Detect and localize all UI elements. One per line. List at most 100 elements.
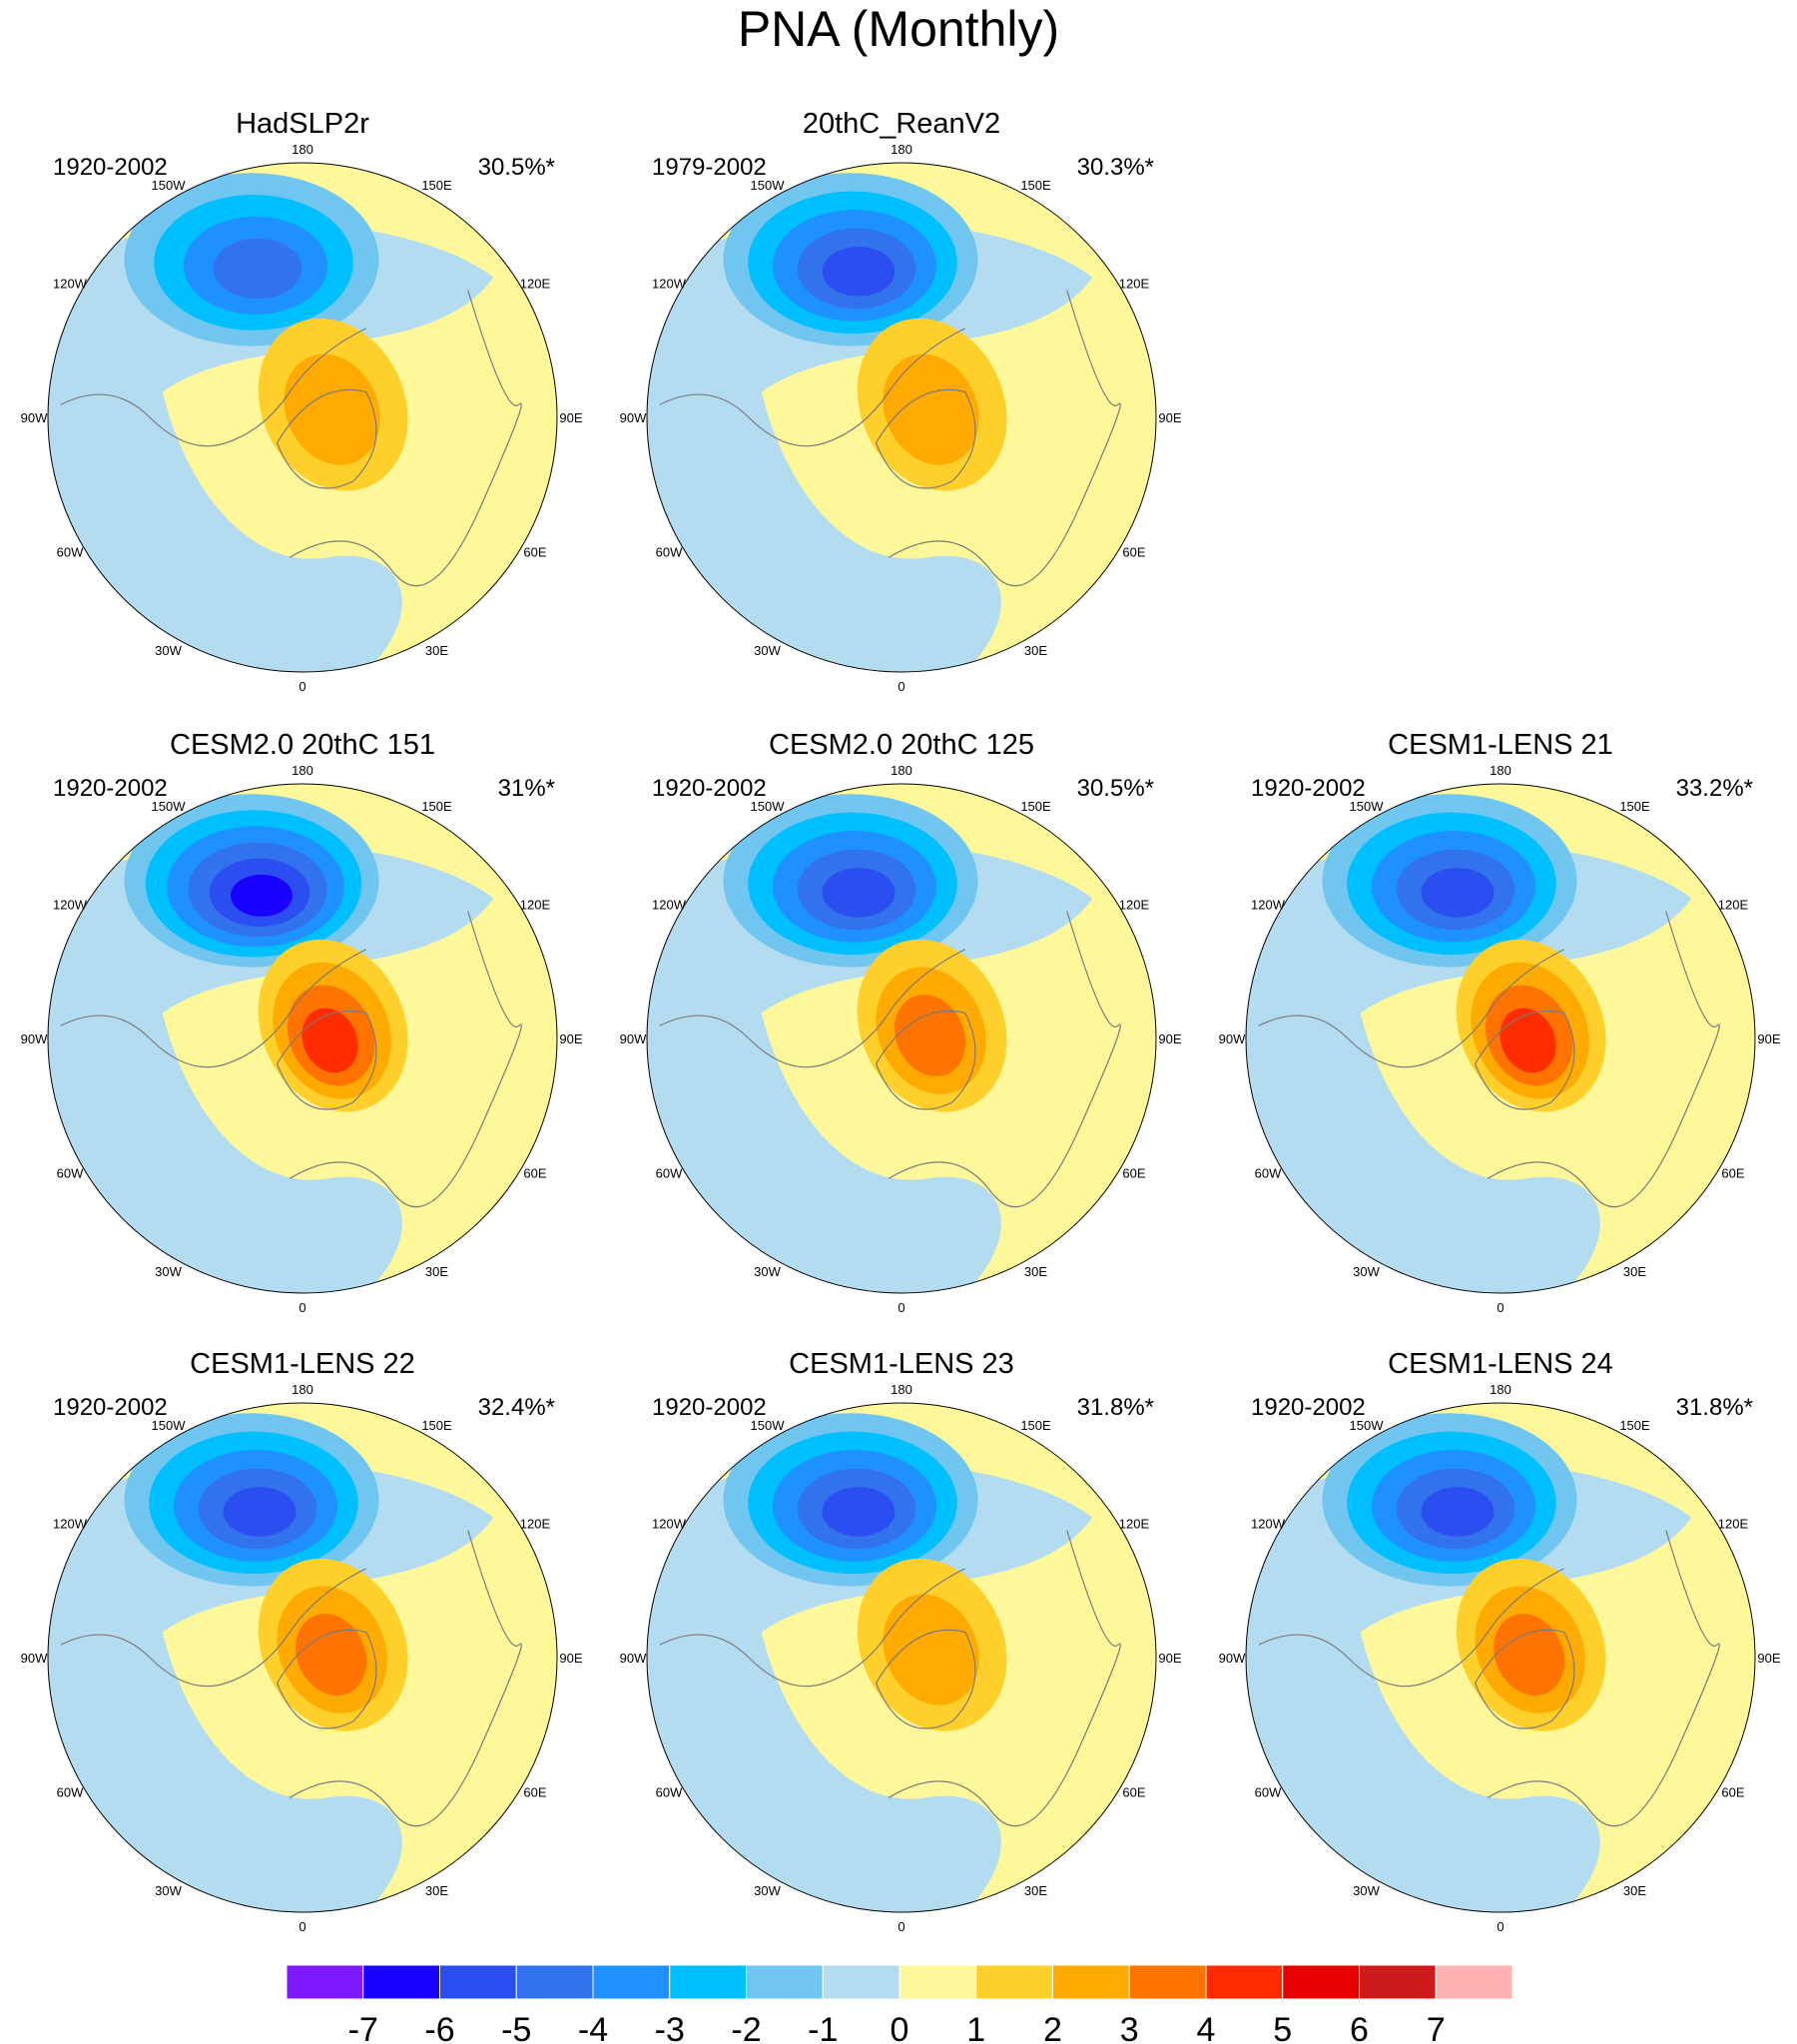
longitude-label: 60E xyxy=(523,1785,546,1800)
low-contour-level xyxy=(822,868,896,918)
longitude-label: 30E xyxy=(1623,1264,1646,1279)
longitude-label: 30W xyxy=(155,1264,182,1279)
map-panel: CESM1-LENS 24 1920-2002 31.8%* 180 150W 150E 1… xyxy=(1219,1348,1781,1934)
colorbar-swatch xyxy=(1205,1964,1284,2000)
low-contour-level xyxy=(822,247,896,297)
colorbar-tick-label: 2 xyxy=(1043,2011,1062,2044)
map-panel: CESM1-LENS 21 1920-2002 33.2%* 180 150W 150E 1… xyxy=(1219,729,1781,1315)
panel-period: 1920-2002 xyxy=(1251,1394,1366,1421)
longitude-label: 60E xyxy=(1122,1785,1145,1800)
longitude-label: 30W xyxy=(754,643,781,658)
longitude-label: 30W xyxy=(754,1264,781,1279)
longitude-label: 120W xyxy=(53,277,88,292)
longitude-label: 150W xyxy=(751,799,786,814)
contour-fills xyxy=(48,1403,557,1912)
colorbar-tick-label: 1 xyxy=(966,2011,985,2044)
coastlines xyxy=(1258,1530,1720,1827)
coastlines xyxy=(659,290,1121,587)
high-contour-level xyxy=(883,1594,979,1705)
panel-title: CESM2.0 20thC 125 xyxy=(769,729,1034,761)
colorbar: -7 -6 -5 -4 -3 -2 -1 0 1 2 3 4 5 6 7 xyxy=(286,1964,1513,2044)
colorbar-swatch xyxy=(898,1964,977,2000)
high-contour-level xyxy=(895,995,966,1076)
longitude-label: 0 xyxy=(299,1300,305,1315)
panel-title: 20thC_ReanV2 xyxy=(803,108,1000,140)
longitude-label: 120E xyxy=(1718,1517,1749,1532)
longitude-label: 180 xyxy=(292,763,313,778)
panel-title: CESM1-LENS 21 xyxy=(1388,729,1613,761)
longitude-label: 90W xyxy=(21,410,48,425)
map-boundary xyxy=(47,1402,558,1913)
coastline-eurasia xyxy=(1487,1530,1720,1827)
panel-title: CESM1-LENS 24 xyxy=(1388,1348,1613,1380)
longitude-label: 30W xyxy=(155,1883,182,1898)
negative-region xyxy=(1246,1461,1692,1912)
longitude-label: 150W xyxy=(751,178,786,193)
colorbar-tick-label: 6 xyxy=(1350,2011,1369,2044)
longitude-label: 120W xyxy=(53,1517,88,1532)
high-contour-level xyxy=(284,353,380,465)
panel-period: 1920-2002 xyxy=(53,775,168,802)
longitude-label: 180 xyxy=(292,1382,313,1397)
coastline-greenland xyxy=(875,1629,976,1729)
figure-title: PNA (Monthly) xyxy=(737,1,1060,57)
panel-period: 1979-2002 xyxy=(652,154,767,181)
coastline-americas xyxy=(1258,949,1565,1068)
colorbar-swatch xyxy=(1052,1964,1130,2000)
coastline-greenland xyxy=(276,388,377,489)
longitude-label: 0 xyxy=(898,679,904,694)
colorbar-swatch xyxy=(439,1964,517,2000)
longitude-label: 120W xyxy=(1251,898,1286,913)
longitude-label: 30E xyxy=(425,1264,448,1279)
longitude-label: 180 xyxy=(1490,763,1511,778)
panel-period: 1920-2002 xyxy=(652,775,767,802)
colorbar-swatch xyxy=(1128,1964,1207,2000)
panel-title: HadSLP2r xyxy=(236,108,369,140)
longitude-label: 0 xyxy=(898,1919,904,1934)
longitude-label: 150W xyxy=(152,178,187,193)
longitude-label: 90W xyxy=(1219,1031,1246,1046)
coastline-eurasia xyxy=(289,911,522,1208)
coastline-americas xyxy=(659,1568,966,1688)
high-contour-level xyxy=(301,1008,358,1073)
coastline-americas xyxy=(1258,1568,1565,1688)
longitude-label: 150E xyxy=(1619,799,1650,814)
longitude-label: 120E xyxy=(1119,898,1150,913)
colorbar-tick-label: -5 xyxy=(501,2011,531,2044)
map-panel: CESM1-LENS 22 1920-2002 32.4%* 180 150W 150E 1… xyxy=(21,1348,583,1934)
panel-variance: 31.8%* xyxy=(1077,1394,1154,1421)
contour-fills xyxy=(1246,784,1755,1293)
longitude-label: 0 xyxy=(299,1919,305,1934)
colorbar-tick-label: -6 xyxy=(424,2011,454,2044)
colorbar-swatch xyxy=(669,1964,747,2000)
longitude-label: 30E xyxy=(1024,1264,1047,1279)
longitude-label: 150E xyxy=(1020,178,1051,193)
longitude-label: 60E xyxy=(1721,1785,1744,1800)
map-panel: HadSLP2r 1920-2002 30.5%* 180 150W 150E 120W 12… xyxy=(21,108,583,694)
longitude-label: 90W xyxy=(21,1651,48,1666)
coastline-americas xyxy=(60,949,367,1068)
coastline-greenland xyxy=(1474,1629,1575,1729)
longitude-label: 120W xyxy=(652,1517,687,1532)
longitude-label: 120W xyxy=(652,898,687,913)
panel-period: 1920-2002 xyxy=(53,1394,168,1421)
longitude-label: 120W xyxy=(652,277,687,292)
longitude-label: 90E xyxy=(1757,1651,1780,1666)
colorbar-tick-label: -3 xyxy=(655,2011,685,2044)
longitude-label: 120E xyxy=(520,898,551,913)
coastline-americas xyxy=(659,328,966,447)
coastline-greenland xyxy=(276,1629,377,1729)
panel-period: 1920-2002 xyxy=(1251,775,1366,802)
panel-variance: 33.2%* xyxy=(1676,775,1753,802)
coastlines xyxy=(60,1530,522,1827)
longitude-label: 150W xyxy=(1350,1418,1385,1433)
colorbar-swatch xyxy=(975,1964,1053,2000)
longitude-label: 30E xyxy=(425,1883,448,1898)
coastline-americas xyxy=(60,1568,367,1688)
coastline-americas xyxy=(60,328,367,447)
contour-fills xyxy=(647,784,1156,1293)
map-boundary xyxy=(47,783,558,1294)
coastlines xyxy=(659,911,1121,1208)
longitude-label: 0 xyxy=(898,1300,904,1315)
